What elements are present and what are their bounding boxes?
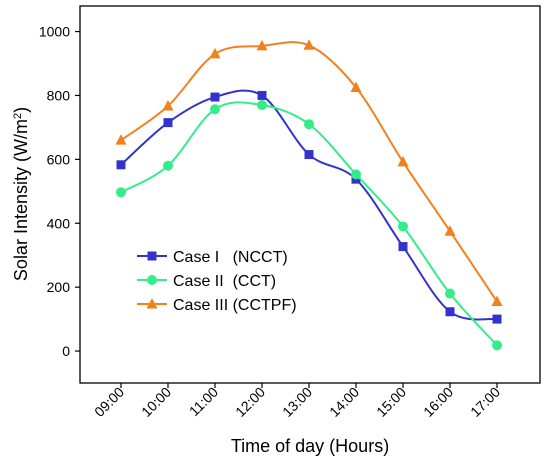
x-tick-label: 15:00: [373, 384, 409, 420]
x-tick-label: 17:00: [467, 384, 503, 420]
series-2-point: [398, 221, 408, 231]
y-tick-label: 600: [47, 151, 71, 167]
x-tick-label: 10:00: [138, 384, 174, 420]
series-2-point: [492, 340, 502, 350]
legend: Case I (NCCT) Case II (CCT) Case III (CCTP…: [137, 249, 297, 314]
series-1-point: [399, 242, 408, 251]
plot-frame: [80, 6, 540, 383]
series-2-point: [116, 187, 126, 197]
series-1-point: [164, 118, 173, 127]
legend-label: Case III (CCTPF): [173, 297, 297, 314]
y-tick-label: 1000: [39, 24, 70, 40]
series-2-point: [163, 161, 173, 171]
series-3: [116, 39, 503, 306]
x-tick-label: 14:00: [326, 384, 362, 420]
axis-layer: 0 200 400 600 800 1000 09:00 10:00 11:00 12:00 13:…: [39, 24, 503, 420]
series-3-point: [116, 134, 127, 145]
series-1-point: [258, 91, 267, 100]
x-tick-label: 12:00: [232, 384, 268, 420]
legend-label: Case I (NCCT): [173, 249, 288, 266]
series-3-point: [210, 48, 221, 59]
series-1-point: [493, 315, 502, 324]
y-axis-title: Solar Intensity (W/m2): [11, 107, 31, 281]
x-tick-label: 13:00: [279, 384, 315, 420]
series-1-point: [211, 93, 220, 102]
legend-marker: [148, 252, 157, 261]
x-axis-title: Time of day (Hours): [231, 436, 389, 456]
series-2-point: [257, 100, 267, 110]
x-tick-label: 09:00: [91, 384, 127, 420]
series-2-point: [210, 104, 220, 114]
legend-label: Case II (CCT): [173, 273, 276, 290]
series-1-point: [305, 150, 314, 159]
y-tick-label: 0: [62, 343, 70, 359]
y-tick-label: 800: [47, 87, 71, 103]
legend-marker: [147, 275, 157, 285]
x-tick-label: 16:00: [420, 384, 456, 420]
y-tick-label: 200: [47, 279, 71, 295]
x-tick-label: 11:00: [186, 384, 222, 420]
y-tick-label: 400: [47, 215, 71, 231]
series-2-point: [351, 169, 361, 179]
series-1-point: [117, 160, 126, 169]
series-2-point: [445, 289, 455, 299]
series-2-point: [304, 119, 314, 129]
series-1-point: [446, 307, 455, 316]
